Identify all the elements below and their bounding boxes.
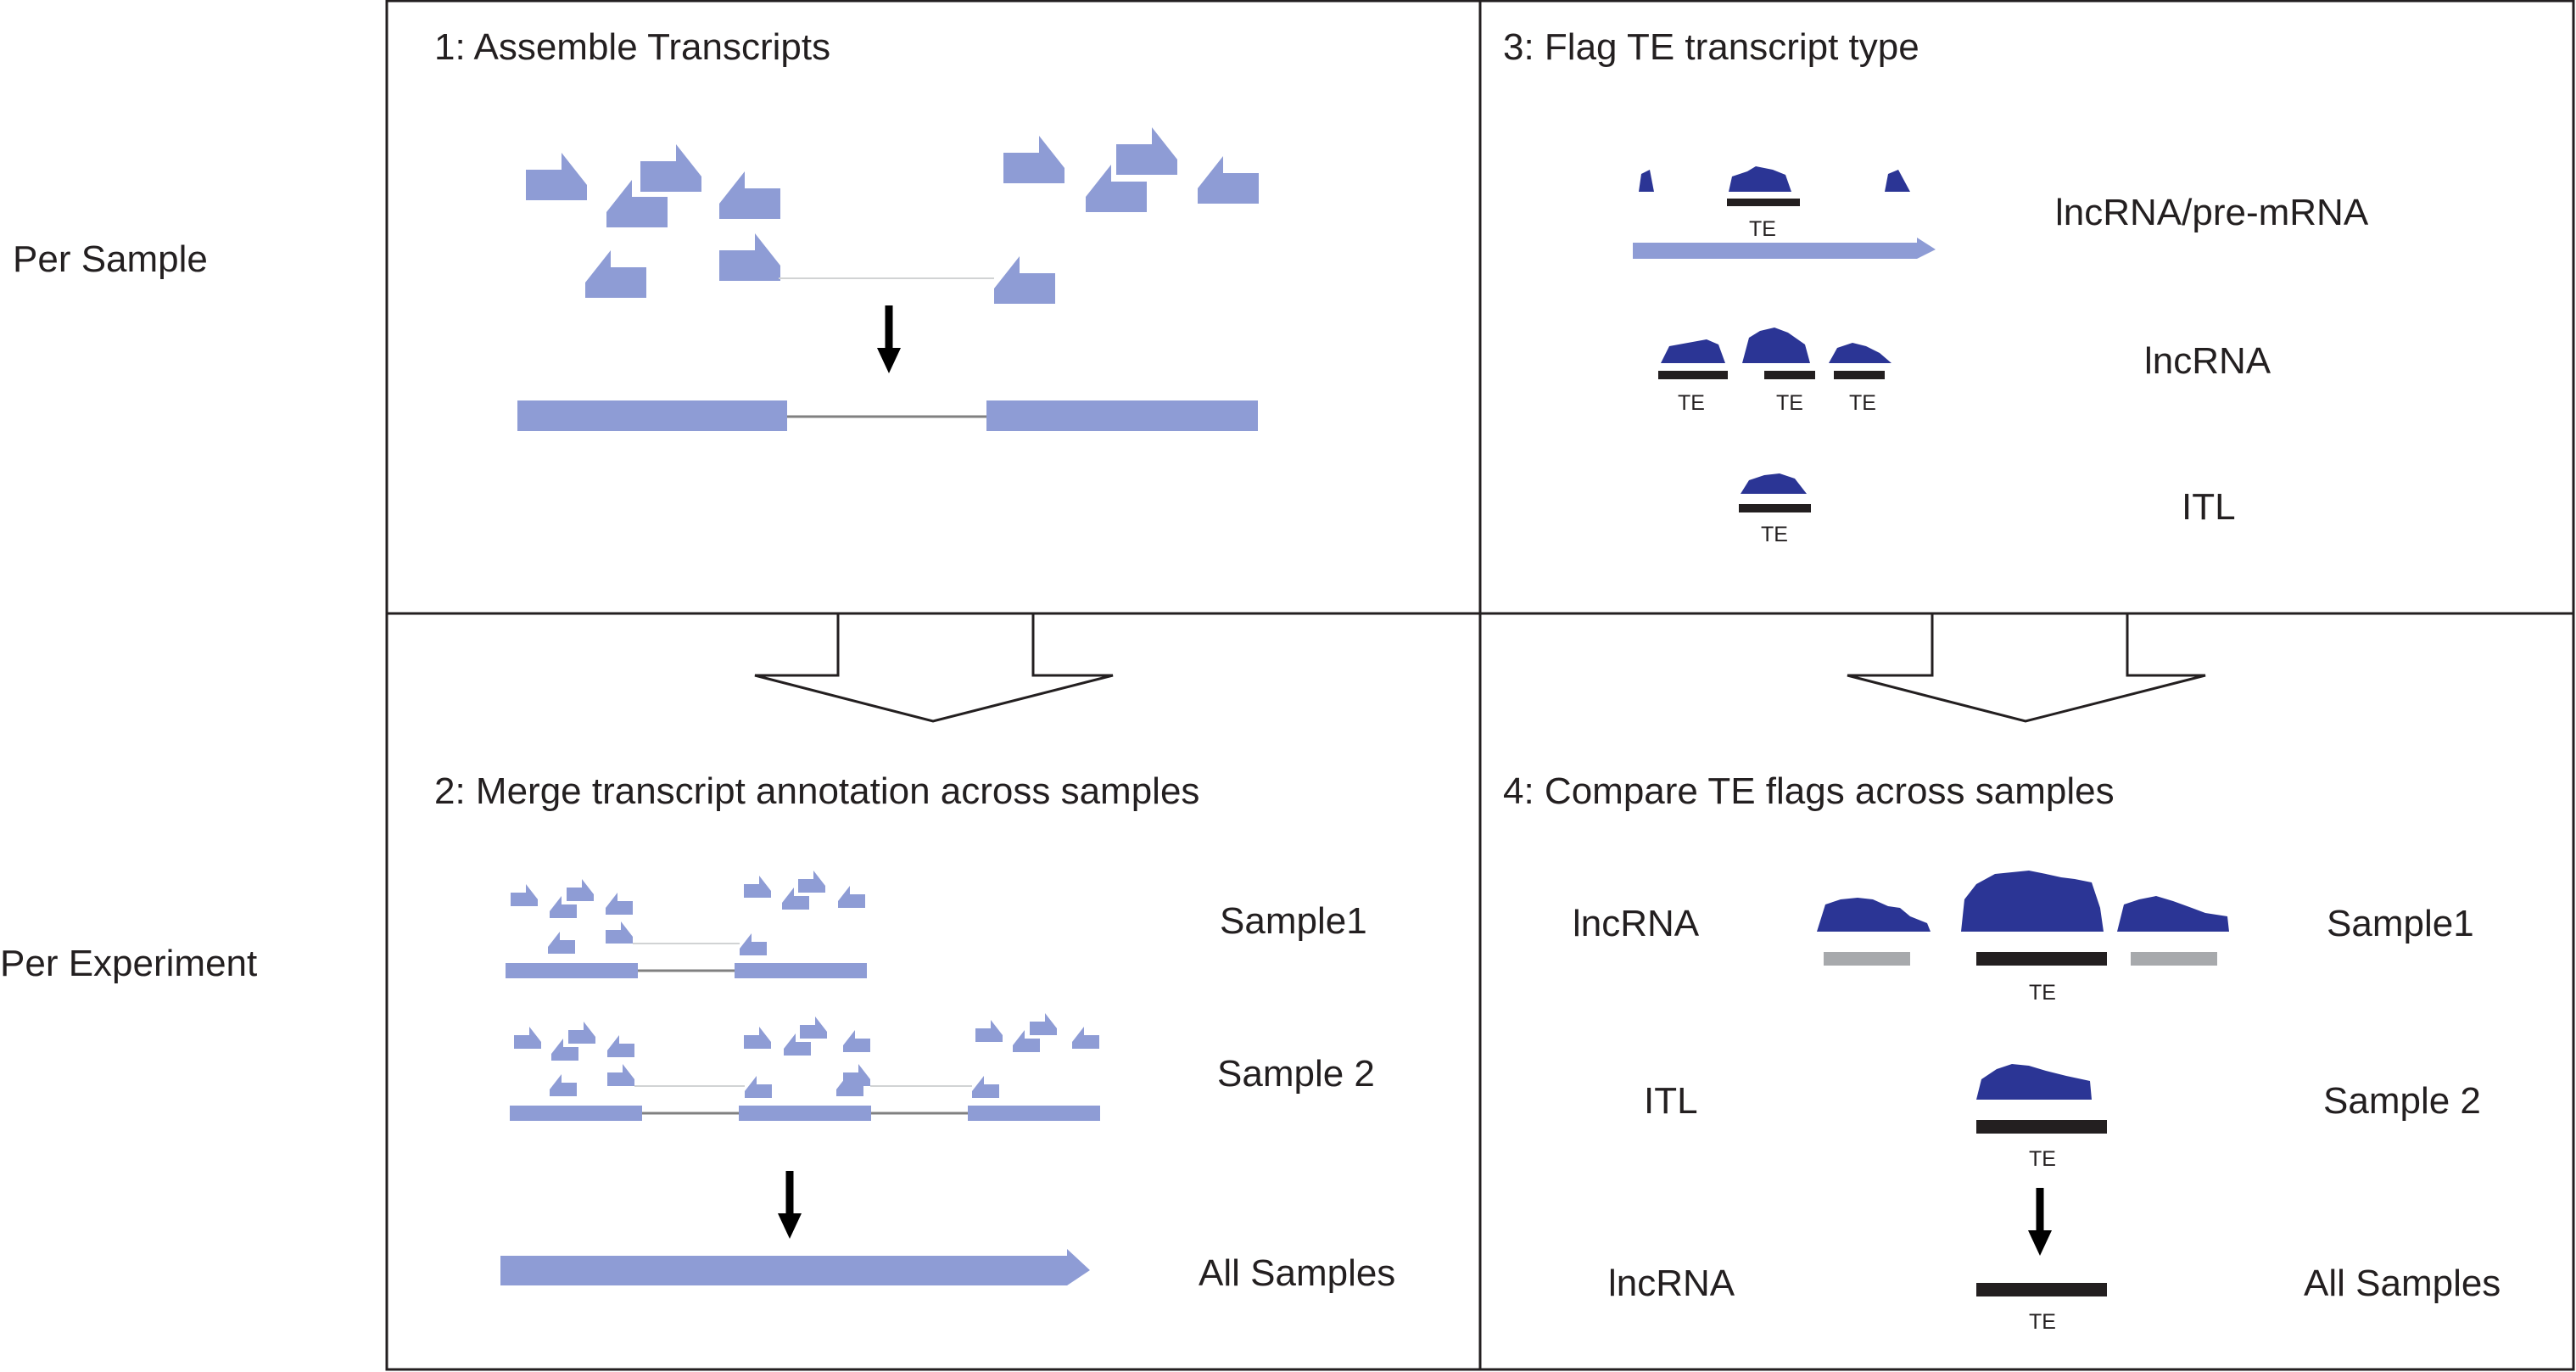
panel-4-row1-type: lncRNA xyxy=(1573,903,1700,944)
panel-3-itl-label: ITL xyxy=(2182,486,2236,528)
te-label: TE xyxy=(2029,981,2056,1005)
read-fragment xyxy=(994,256,1055,304)
panel-4-row1-sample: Sample1 xyxy=(2327,903,2474,944)
te-label: TE xyxy=(1761,523,1788,546)
panel-3-title: 3: Flag TE transcript type xyxy=(1503,26,1919,68)
read-fragment xyxy=(740,933,767,955)
read-fragment xyxy=(511,884,538,906)
panel-3-flags: TE TE TE TE TE xyxy=(1633,166,1936,546)
read-fragment xyxy=(798,871,825,893)
panel-2-sample1-label: Sample1 xyxy=(1220,900,1367,942)
coverage-peak xyxy=(1976,1064,2092,1100)
read-fragment xyxy=(972,1076,999,1098)
read-fragment xyxy=(719,171,780,219)
read-fragment xyxy=(548,932,575,954)
read-fragment xyxy=(607,1035,634,1057)
read-fragment xyxy=(1003,136,1064,183)
panel-4-row3-sample: All Samples xyxy=(2304,1263,2501,1304)
panel-2-merge xyxy=(500,871,1100,1285)
assembled-exon xyxy=(986,400,1258,431)
panel-3-lncrna-premrna-label: lncRNA/pre-mRNA xyxy=(2055,192,2369,233)
coverage-peak xyxy=(1741,473,1807,494)
read-fragment xyxy=(1116,127,1177,175)
panel-1-title: 1: Assemble Transcripts xyxy=(434,26,830,68)
read-fragment xyxy=(800,1016,827,1039)
read-fragment xyxy=(1198,156,1259,204)
te-element-bar xyxy=(1727,199,1800,206)
down-arrow-icon xyxy=(778,1213,802,1239)
read-fragment xyxy=(607,1064,634,1086)
row-label-per-sample: Per Sample xyxy=(13,238,208,280)
coverage-peak xyxy=(2117,896,2229,932)
coverage-peak xyxy=(1817,898,1931,932)
read-fragment xyxy=(719,233,780,281)
te-label: TE xyxy=(2029,1147,2056,1171)
panel-4-title: 4: Compare TE flags across samples xyxy=(1503,770,2115,812)
panel-grid xyxy=(385,0,2575,1371)
panel-2-all-samples-label: All Samples xyxy=(1199,1252,1395,1294)
read-fragment xyxy=(550,1074,577,1096)
read-fragment xyxy=(838,886,865,908)
read-fragment xyxy=(585,250,646,298)
read-fragment xyxy=(606,921,633,944)
read-fragment xyxy=(514,1027,541,1049)
panel-4-row2-type: ITL xyxy=(1644,1080,1698,1122)
read-fragment xyxy=(744,1027,771,1049)
coverage-peak xyxy=(1885,170,1910,192)
coverage-peak xyxy=(1742,328,1810,363)
inactive-te-bar xyxy=(1824,952,1910,966)
read-fragment xyxy=(526,153,587,200)
te-element-bar xyxy=(1976,1120,2107,1134)
read-fragment xyxy=(640,144,701,192)
coverage-peak xyxy=(1961,871,2104,932)
coverage-peak xyxy=(1661,339,1725,363)
transcript-arrow xyxy=(1633,238,1936,259)
panel-3-lncrna-label: lncRNA xyxy=(2144,340,2271,382)
merged-transcript xyxy=(500,1249,1090,1285)
panel-4-compare: TE TE TE xyxy=(1817,871,2229,1334)
panel-2-title: 2: Merge transcript annotation across sa… xyxy=(434,770,1199,812)
row-label-per-experiment: Per Experiment xyxy=(0,943,257,984)
assembled-exon xyxy=(517,400,787,431)
down-arrow-icon xyxy=(2028,1230,2052,1256)
read-fragment xyxy=(567,879,594,901)
coverage-peak xyxy=(1729,166,1791,192)
read-fragment xyxy=(606,893,633,915)
read-fragment xyxy=(568,1022,595,1044)
te-label: TE xyxy=(1776,391,1803,415)
coverage-peak xyxy=(1639,170,1654,192)
read-fragment xyxy=(843,1030,870,1052)
down-arrow-icon xyxy=(877,348,901,373)
flow-arrow-left xyxy=(754,613,1114,723)
read-fragment xyxy=(843,1064,870,1086)
te-element-bar xyxy=(1976,1283,2107,1296)
panel-4-row2-sample: Sample 2 xyxy=(2323,1080,2481,1122)
read-fragment xyxy=(1030,1013,1057,1035)
te-label: TE xyxy=(1749,217,1776,241)
te-element-bar xyxy=(1976,952,2107,966)
te-label: TE xyxy=(1678,391,1705,415)
read-fragment xyxy=(975,1020,1003,1042)
te-label: TE xyxy=(1849,391,1876,415)
panel-4-row3-type: lncRNA xyxy=(1608,1263,1735,1304)
panel-2-sample2-label: Sample 2 xyxy=(1217,1053,1375,1095)
coverage-peak xyxy=(1829,343,1891,363)
panel-1-assembly xyxy=(517,127,1259,431)
read-fragment xyxy=(744,876,771,898)
inactive-te-bar xyxy=(2131,952,2217,966)
flow-arrow-right xyxy=(1847,613,2206,723)
te-label: TE xyxy=(2029,1310,2056,1334)
read-fragment xyxy=(1072,1027,1099,1049)
read-fragment xyxy=(745,1076,772,1098)
